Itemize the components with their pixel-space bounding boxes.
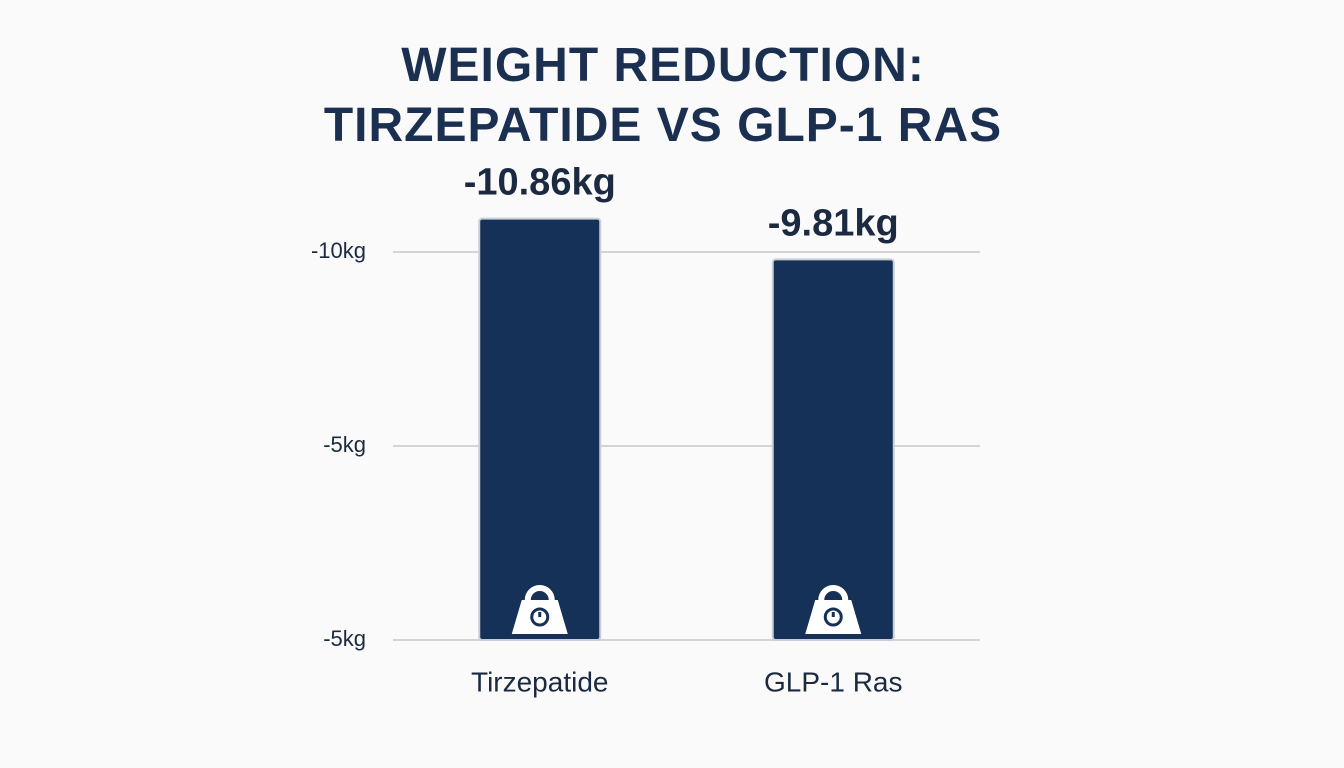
weight-icon-dial (530, 607, 550, 627)
chart-title: WEIGHT REDUCTION: TIRZEPATIDE VS GLP-1 R… (323, 39, 1003, 152)
value-label: -9.81kg (768, 202, 899, 244)
y-tick-label: -10kg (311, 238, 366, 263)
y-tick-label: -5kg (323, 432, 366, 457)
weight-icon (511, 585, 568, 634)
weight-icon-handle (524, 585, 555, 601)
y-tick-label: -5kg (323, 626, 366, 651)
bar (771, 258, 895, 641)
bar (478, 217, 602, 642)
weight-icon-dial (823, 607, 843, 627)
value-label: -10.86kg (464, 162, 616, 204)
x-tick-label: GLP-1 Ras (764, 666, 903, 697)
weight-icon-handle (818, 585, 849, 601)
x-tick-label: Tirzepatide (471, 666, 608, 697)
weight-icon (805, 585, 862, 634)
